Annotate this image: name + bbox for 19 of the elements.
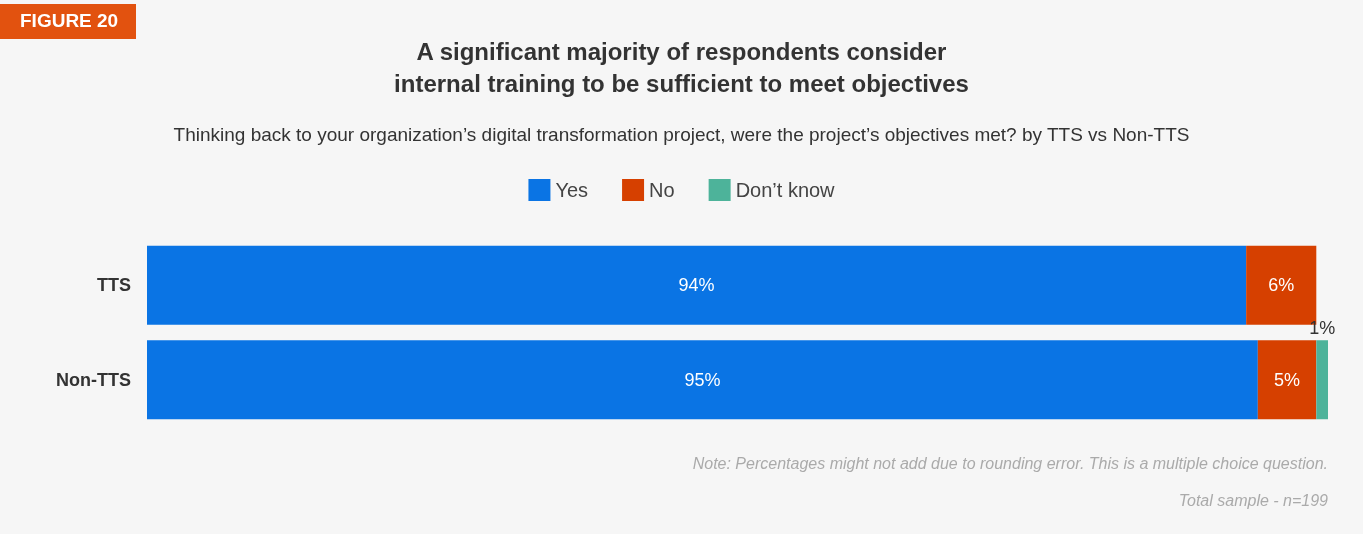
text: Total sample - n=199 bbox=[1178, 492, 1328, 510]
text: Note: Percentages might not add due to rounding error. This is a multiple choice question. bbox=[692, 455, 1328, 473]
y-tick-label: Non-TTS bbox=[56, 369, 131, 390]
data-label: 6% bbox=[1268, 275, 1295, 296]
y-tick-label: TTS bbox=[97, 275, 131, 296]
data-label: 5% bbox=[1274, 369, 1301, 390]
legend-label: No bbox=[649, 179, 675, 201]
caption: FIGURE 20 bbox=[0, 4, 137, 39]
bar bbox=[1257, 340, 1317, 420]
legend-label: Yes bbox=[555, 179, 589, 201]
data-label: 95% bbox=[684, 369, 721, 390]
chart-title: A significant majority of respondents consider internal training to be sufficient to meet objectives bbox=[393, 37, 970, 99]
data-label: 1% bbox=[1309, 318, 1336, 339]
bar bbox=[147, 245, 1247, 325]
bar bbox=[147, 340, 1258, 420]
data-label: 94% bbox=[678, 275, 715, 296]
legend-label: Don’t know bbox=[735, 179, 836, 201]
bar bbox=[1316, 340, 1328, 420]
chart-subtitle: Thinking back to your organization’s digital transformation project, were the project’s objectives met? by TTS vs Non-TTS bbox=[172, 124, 1191, 146]
